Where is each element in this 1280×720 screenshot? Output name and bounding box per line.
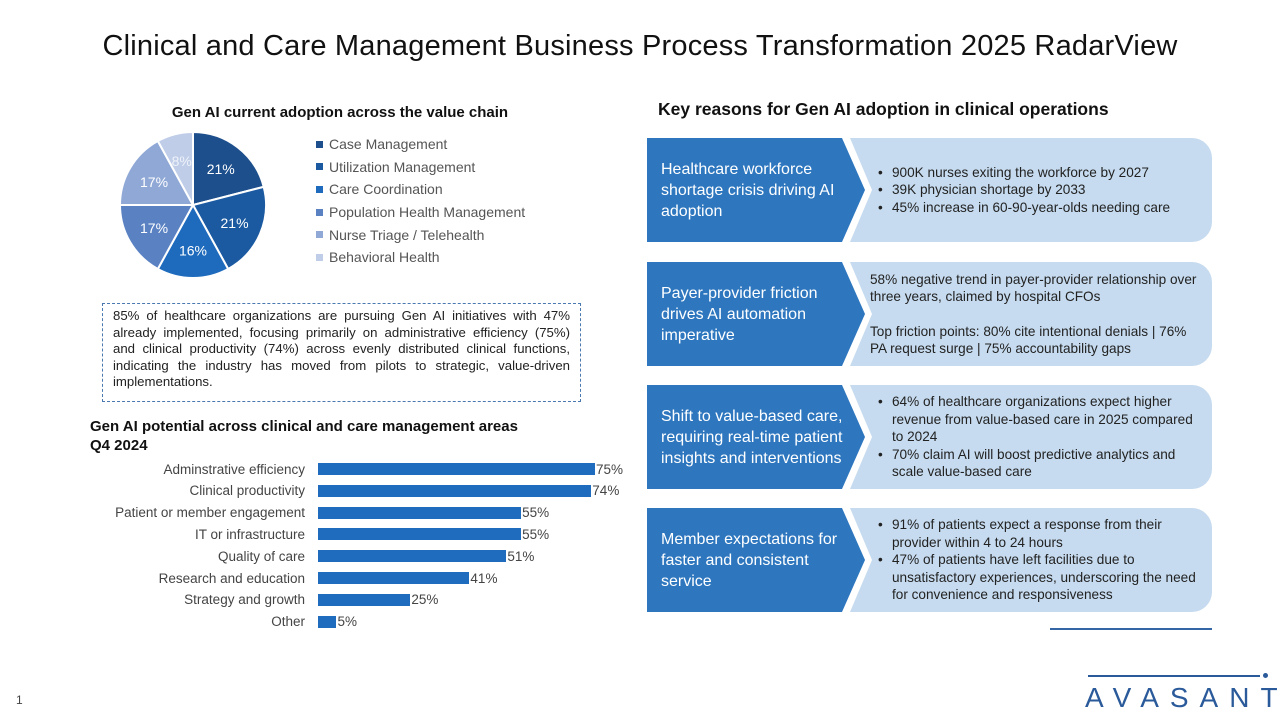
legend-label: Population Health Management (329, 204, 526, 221)
bar-row: Patient or member engagement 55% (60, 503, 549, 523)
reasons-title: Key reasons for Gen AI adoption in clini… (658, 99, 1109, 119)
pie-legend: Case Management Utilization Management Car… (316, 133, 525, 269)
reason-card-workforce: Healthcare workforce shortage crisis dri… (647, 138, 1212, 242)
bullet: 900K nurses exiting the workforce by 202… (876, 164, 1204, 182)
pie-slice (192, 130, 265, 207)
reason-details: 64% of healthcare organizations expect h… (850, 385, 1212, 489)
reason-heading: Shift to value-based care, requiring rea… (647, 385, 865, 489)
bar-category-label: Other (271, 614, 305, 630)
reason-card-value-based: Shift to value-based care, requiring rea… (647, 385, 1212, 489)
pie-data-label: 21% (221, 215, 249, 231)
bullet: 45% increase in 60-90-year-olds needing … (876, 199, 1204, 217)
logo-line (1088, 675, 1260, 677)
bar-value-label: 25% (411, 592, 439, 608)
bar-value-label: 55% (522, 526, 550, 542)
legend-label: Behavioral Health (329, 249, 440, 266)
pie-data-label: 8% (172, 153, 192, 169)
avasant-logo: AVASANT (1085, 682, 1280, 713)
legend-item: Behavioral Health (316, 246, 525, 269)
legend-swatch (316, 231, 323, 239)
bullet: 39K physician shortage by 2033 (876, 181, 1204, 199)
bar-category-label: Research and education (158, 570, 305, 586)
pie-data-label: 16% (179, 242, 207, 258)
legend-item: Case Management (316, 133, 525, 156)
bar-row: Strategy and growth 25% (60, 590, 438, 610)
bar (318, 615, 337, 628)
bullet: 64% of healthcare organizations expect h… (876, 393, 1204, 446)
pie-slice (156, 202, 230, 279)
bar (318, 550, 507, 563)
reason-details: 91% of patients expect a response from t… (850, 508, 1212, 612)
legend-item: Utilization Management (316, 156, 525, 179)
bar-row: Other 5% (60, 612, 357, 632)
reason-details: 900K nurses exiting the workforce by 202… (850, 138, 1212, 242)
pie-slice (118, 204, 195, 271)
legend-swatch (316, 253, 323, 261)
bar-chart-title: Gen AI potential across clinical and car… (90, 417, 518, 455)
bar (318, 506, 522, 519)
logo-dot (1263, 673, 1268, 678)
legend-swatch (316, 140, 323, 148)
paragraph: 58% negative trend in payer-provider rel… (870, 271, 1197, 305)
pie-data-label: 17% (140, 174, 168, 190)
legend-item: Population Health Management (316, 201, 525, 224)
bullet: 47% of patients have left facilities due… (876, 551, 1204, 604)
bar-category-label: Strategy and growth (184, 592, 305, 608)
bar-category-label: Clinical productivity (189, 483, 305, 499)
bullet: 70% claim AI will boost predictive analy… (876, 446, 1204, 481)
pie-chart: 21%21%16%17%17%8% (118, 130, 267, 279)
bar-value-label: 74% (592, 483, 620, 499)
reason-card-member: Member expectations for faster and consi… (647, 508, 1212, 612)
reason-heading: Member expectations for faster and consi… (647, 508, 865, 612)
reason-details: 58% negative trend in payer-provider rel… (850, 262, 1212, 366)
pie-slice (156, 130, 194, 206)
pie-slice (118, 139, 195, 206)
bar-value-label: 55% (522, 505, 550, 521)
slide-title: Clinical and Care Management Business Pr… (102, 30, 1178, 62)
bar-value-label: 51% (507, 548, 535, 564)
bar-row: Clinical productivity 74% (60, 481, 619, 501)
bar (318, 463, 595, 475)
legend-label: Case Management (329, 136, 448, 153)
bar-row: Research and education 41% (60, 568, 498, 588)
bar-value-label: 5% (337, 614, 357, 630)
pie-data-label: 21% (207, 161, 235, 177)
reason-heading: Healthcare workforce shortage crisis dri… (647, 138, 865, 242)
bar-value-label: 75% (596, 461, 624, 477)
bar-category-label: Patient or member engagement (115, 505, 305, 521)
paragraph: Top friction points: 80% cite intentiona… (870, 323, 1187, 357)
legend-label: Care Coordination (329, 181, 443, 198)
bar (318, 484, 592, 497)
bar-chart-title-line1: Gen AI potential across clinical and car… (90, 418, 518, 435)
bar-chart-title-line2: Q4 2024 (90, 437, 148, 454)
reason-card-friction: Payer-provider friction drives AI automa… (647, 262, 1212, 366)
bar (318, 528, 522, 541)
legend-item: Care Coordination (316, 178, 525, 201)
page-number: 1 (16, 693, 23, 707)
legend-swatch (316, 208, 323, 216)
reason-heading: Payer-provider friction drives AI automa… (647, 262, 865, 366)
bar (318, 572, 470, 584)
legend-label: Utilization Management (329, 158, 476, 175)
bar-row: Quality of care 51% (60, 546, 534, 566)
pie-data-label: 17% (140, 220, 168, 236)
summary-note: 85% of healthcare organizations are purs… (102, 303, 581, 402)
bullet: 91% of patients expect a response from t… (876, 516, 1204, 551)
legend-item: Nurse Triage / Telehealth (316, 223, 525, 246)
divider-line (1050, 628, 1212, 630)
bar-category-label: IT or infrastructure (194, 526, 305, 542)
bar (318, 593, 411, 606)
legend-label: Nurse Triage / Telehealth (329, 226, 485, 243)
bar-value-label: 41% (470, 570, 498, 586)
bar-row: IT or infrastructure 55% (60, 524, 549, 544)
pie-slice (191, 185, 267, 271)
legend-swatch (316, 185, 323, 193)
legend-swatch (316, 163, 323, 171)
bar-row: Adminstrative efficiency 75% (60, 459, 623, 479)
bar-category-label: Quality of care (217, 548, 305, 564)
bar-category-label: Adminstrative efficiency (163, 461, 305, 477)
pie-chart-title: Gen AI current adoption across the value… (171, 104, 509, 121)
